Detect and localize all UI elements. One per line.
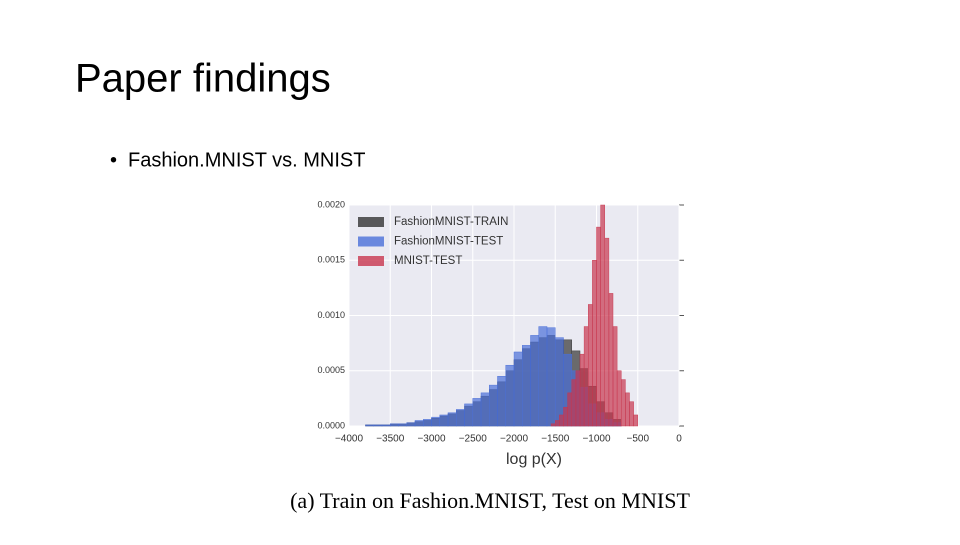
- histogram-bar: [447, 412, 457, 427]
- histogram-bar: [559, 414, 564, 427]
- y-tick-label: 0.0005: [317, 365, 345, 375]
- x-tick-label: −3500: [376, 434, 405, 445]
- x-tick-label: −500: [626, 434, 649, 445]
- y-tick-label: 0.0010: [317, 310, 345, 320]
- histogram-bar: [546, 327, 556, 427]
- bullet-dot: •: [110, 149, 117, 171]
- histogram-bar: [365, 424, 374, 427]
- histogram-bar: [480, 392, 490, 427]
- histogram-bar: [505, 364, 515, 427]
- histogram-bar: [616, 370, 622, 427]
- legend-label: FashionMNIST-TRAIN: [394, 216, 508, 228]
- histogram-bar: [489, 384, 498, 427]
- histogram-bar: [625, 392, 630, 427]
- histogram-bar: [567, 392, 572, 427]
- legend-label: MNIST-TEST: [394, 255, 462, 267]
- figure-caption: (a) Train on Fashion.MNIST, Test on MNIS…: [290, 488, 690, 513]
- histogram-bar: [612, 326, 618, 427]
- histogram-bar: [456, 409, 465, 427]
- histogram-bar: [575, 370, 581, 427]
- chart: 0.0000 0.0005 0.0010 0.0015 0.0020 −4000 −3500…: [317, 199, 684, 468]
- histogram-bar: [373, 424, 383, 427]
- histogram-bar: [464, 403, 473, 427]
- y-tick-label: 0.0020: [317, 199, 345, 209]
- x-tick-label: −4000: [335, 434, 364, 445]
- histogram-bar: [621, 379, 626, 427]
- histogram-bar: [600, 204, 605, 427]
- x-tick-label: −2000: [500, 434, 529, 445]
- histogram-bar: [592, 260, 597, 427]
- histogram-bar: [398, 423, 407, 427]
- histogram-bar: [583, 326, 589, 427]
- x-tick-label: 0: [676, 434, 682, 445]
- slide-title: Paper findings: [75, 57, 331, 101]
- histogram-bar: [608, 293, 614, 427]
- x-axis-label: log p(X): [506, 451, 562, 468]
- histogram-bar: [414, 420, 424, 427]
- histogram-bar: [439, 414, 449, 427]
- histogram-bar: [555, 420, 560, 427]
- histogram-bar: [633, 414, 638, 427]
- legend-label: FashionMNIST-TEST: [394, 236, 503, 248]
- y-tick-label: 0.0000: [317, 420, 345, 430]
- histogram-bar: [571, 379, 577, 427]
- histogram-bar: [530, 335, 539, 427]
- histogram-bar: [588, 304, 593, 427]
- histogram-bar: [604, 237, 610, 427]
- x-tick-label: −1000: [582, 434, 611, 445]
- x-tick-label: −1500: [541, 434, 570, 445]
- histogram-bar: [472, 398, 482, 427]
- histogram-bar: [596, 226, 601, 427]
- histogram-bar: [513, 351, 523, 427]
- legend-swatch: [358, 236, 384, 247]
- legend-swatch: [358, 217, 384, 227]
- histogram-bar: [522, 345, 531, 427]
- bullet-text: Fashion.MNIST vs. MNIST: [128, 149, 365, 171]
- histogram-bar: [555, 337, 564, 427]
- x-tick-label: −2500: [459, 434, 488, 445]
- histogram-bar: [390, 423, 399, 427]
- histogram-bar: [579, 353, 585, 427]
- histogram-bar: [406, 422, 416, 427]
- histogram-bar: [563, 406, 568, 427]
- legend-swatch: [358, 256, 384, 266]
- y-tick-label: 0.0015: [317, 255, 345, 265]
- x-tick-label: −3000: [417, 434, 446, 445]
- histogram-bar: [550, 423, 556, 427]
- histogram-bar: [381, 424, 391, 427]
- histogram-bar: [629, 401, 634, 427]
- histogram-bar: [538, 326, 548, 427]
- histogram-bar: [423, 419, 432, 427]
- histogram-bar: [497, 376, 506, 427]
- histogram-bar: [431, 416, 440, 427]
